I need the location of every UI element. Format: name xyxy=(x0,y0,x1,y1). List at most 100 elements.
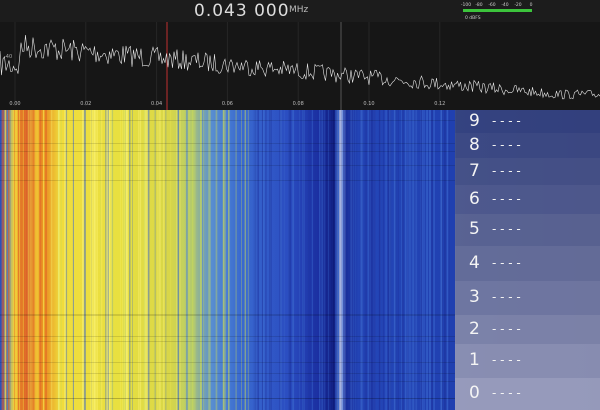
waterfall-streak xyxy=(336,110,338,410)
memory-slot[interactable]: 2 - - - - xyxy=(455,315,600,344)
waterfall-streak xyxy=(251,110,252,410)
frequency-unit: MHz xyxy=(289,5,309,15)
memory-slot[interactable]: 7 - - - - xyxy=(455,158,600,185)
waterfall-band xyxy=(0,373,455,374)
waterfall-streak xyxy=(165,110,167,410)
waterfall-streak xyxy=(129,110,131,410)
waterfall-streak xyxy=(334,110,337,410)
waterfall-streak xyxy=(143,110,146,410)
memory-value: - - - - xyxy=(492,386,521,400)
waterfall-streak xyxy=(246,110,248,410)
memory-slot[interactable]: 1 - - - - xyxy=(455,344,600,378)
waterfall-streak xyxy=(406,110,408,410)
waterfall-streak xyxy=(373,110,376,410)
memory-value: - - - - xyxy=(492,113,521,128)
waterfall-streak xyxy=(157,110,158,410)
waterfall-streak xyxy=(302,110,304,410)
waterfall-streak xyxy=(100,110,103,410)
waterfall-streak xyxy=(19,110,21,410)
x-tick-label: 0.10 xyxy=(363,101,374,107)
memory-number: 0 xyxy=(469,383,480,403)
waterfall-streak xyxy=(340,110,342,410)
waterfall-band xyxy=(0,398,455,399)
waterfall-streak xyxy=(111,110,113,410)
memory-value: - - - - xyxy=(492,191,521,206)
memory-value: - - - - xyxy=(492,353,521,367)
waterfall-streak xyxy=(270,110,272,410)
memory-slot[interactable]: 4 - - - - xyxy=(455,246,600,281)
waterfall-band xyxy=(0,165,455,166)
waterfall-streak xyxy=(154,110,155,410)
waterfall-band xyxy=(0,398,455,399)
waterfall-streak xyxy=(429,110,431,410)
memory-number: 9 xyxy=(469,110,480,131)
waterfall-streak xyxy=(244,110,246,410)
waterfall-streak xyxy=(43,110,45,410)
waterfall-streak xyxy=(448,110,450,410)
waterfall-streak xyxy=(139,110,142,410)
memory-slot[interactable]: 0 - - - - xyxy=(455,378,600,410)
waterfall-streak xyxy=(154,110,156,410)
memory-value: - - - - xyxy=(492,290,521,304)
memory-slot[interactable]: 3 - - - - xyxy=(455,281,600,315)
waterfall-streak xyxy=(370,110,373,410)
waterfall-streak xyxy=(323,110,326,410)
waterfall-texture xyxy=(0,110,456,410)
waterfall-streak xyxy=(29,110,32,410)
meter-bar xyxy=(463,9,532,12)
waterfall-streak xyxy=(429,110,432,410)
waterfall-streak xyxy=(401,110,403,410)
waterfall-streak xyxy=(280,110,282,410)
waterfall-streak xyxy=(265,110,267,410)
waterfall-streak xyxy=(255,110,258,410)
waterfall-streak xyxy=(170,110,171,410)
waterfall-streak xyxy=(8,110,10,410)
waterfall-streak xyxy=(302,110,304,410)
waterfall-streak xyxy=(371,110,373,410)
waterfall-streak xyxy=(64,110,66,410)
waterfall-streak xyxy=(383,110,385,410)
y-axis-label: -40 xyxy=(4,54,12,60)
waterfall-streak xyxy=(259,110,260,410)
waterfall-streak xyxy=(146,110,149,410)
frequency-display[interactable]: 0.043 000 xyxy=(194,1,290,21)
waterfall-streak xyxy=(446,110,447,410)
memory-slot[interactable]: 5 - - - - xyxy=(455,214,600,246)
meter-tick-label: -20 xyxy=(514,2,521,8)
memory-number: 2 xyxy=(469,318,480,339)
waterfall-streak xyxy=(344,110,345,410)
waterfall-streak xyxy=(414,110,417,410)
waterfall-streak xyxy=(361,110,364,410)
waterfall-streak xyxy=(360,110,362,410)
memory-slot[interactable]: 6 - - - - xyxy=(455,185,600,214)
waterfall-streak xyxy=(241,110,242,410)
waterfall-streak xyxy=(92,110,94,410)
waterfall-band xyxy=(0,314,455,315)
waterfall-streak xyxy=(441,110,443,410)
waterfall-streak xyxy=(228,110,230,410)
waterfall-streak xyxy=(125,110,126,410)
waterfall-streak xyxy=(253,110,255,410)
waterfall-streak xyxy=(111,110,112,410)
waterfall-streak xyxy=(314,110,316,410)
waterfall-streak xyxy=(262,110,263,410)
waterfall-streak xyxy=(369,110,371,410)
waterfall-streak xyxy=(416,110,418,410)
waterfall-streak xyxy=(176,110,179,410)
waterfall-streak xyxy=(96,110,98,410)
waterfall-streak xyxy=(182,110,184,410)
waterfall-streak xyxy=(408,110,410,410)
spectrum-plot: -40 0.00 0.02 0.04 0.06 0.08 0.10 0.12 xyxy=(0,22,600,110)
waterfall-streak xyxy=(122,110,124,410)
waterfall-streak xyxy=(22,110,24,410)
waterfall-streak xyxy=(423,110,425,410)
waterfall-streak xyxy=(355,110,356,410)
waterfall-streak xyxy=(444,110,446,410)
memory-number: 7 xyxy=(469,160,480,181)
waterfall-streak xyxy=(143,110,145,410)
top-bar: 0.043 000 MHz 0 dBFS -100 -80 -60 -40 -20 0 xyxy=(0,0,600,22)
memory-slot[interactable]: 8 - - - - xyxy=(455,133,600,158)
waterfall-streak xyxy=(309,110,312,410)
memory-slot[interactable]: 9 - - - - xyxy=(455,110,600,133)
